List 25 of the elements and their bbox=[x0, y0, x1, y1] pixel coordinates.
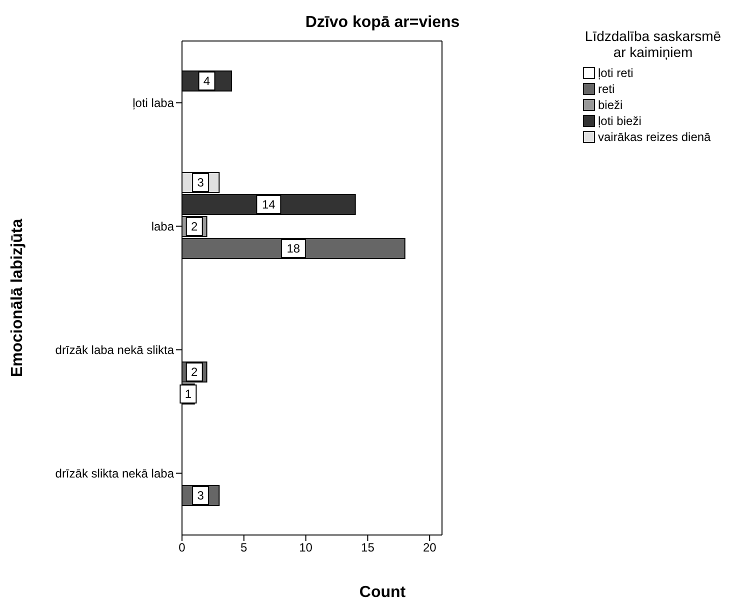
x-tick-label: 10 bbox=[299, 540, 313, 555]
data-label: 4 bbox=[203, 74, 210, 88]
data-label: 18 bbox=[286, 242, 300, 256]
x-tick-label: 20 bbox=[422, 540, 437, 555]
y-tick-label: ļoti laba bbox=[132, 96, 174, 110]
legend-label: ļoti bieži bbox=[598, 114, 642, 128]
legend-label: vairākas reizes dienā bbox=[598, 130, 711, 144]
x-tick-label: 15 bbox=[361, 540, 375, 555]
data-label: 14 bbox=[262, 198, 276, 212]
y-tick-label: drīzāk slikta nekā laba bbox=[55, 466, 174, 481]
data-label: 3 bbox=[197, 176, 204, 190]
data-label: 3 bbox=[197, 488, 204, 502]
legend-label: reti bbox=[598, 82, 615, 96]
x-tick-label: 0 bbox=[178, 540, 186, 555]
x-axis-title: Count bbox=[358, 584, 407, 602]
data-label: 2 bbox=[191, 220, 198, 234]
chart-title: Dzīvo kopā ar=viens bbox=[304, 14, 461, 32]
y-axis-title: Emocionālā labizjūta bbox=[9, 218, 27, 378]
y-tick-label: drīzāk laba nekā slikta bbox=[55, 343, 174, 358]
legend-label: ļoti reti bbox=[598, 66, 634, 80]
data-label: 2 bbox=[191, 365, 198, 379]
legend-label: bieži bbox=[598, 98, 623, 112]
y-tick-label: laba bbox=[151, 220, 174, 234]
x-tick-label: 5 bbox=[240, 540, 248, 555]
legend-title: Līdzdalība saskarsmē ar kaimiņiem bbox=[584, 28, 722, 60]
